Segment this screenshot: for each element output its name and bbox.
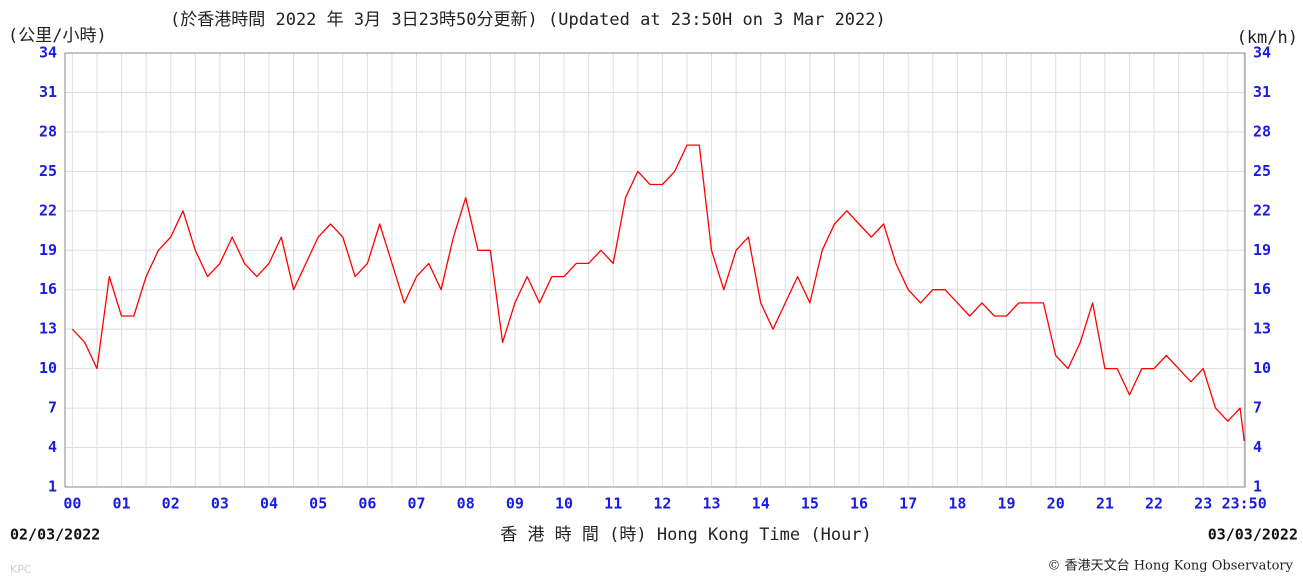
x-tick-label: 05 bbox=[309, 495, 327, 513]
plot-border bbox=[64, 52, 1246, 488]
plot-area bbox=[65, 53, 1245, 487]
y-tick-label-right: 31 bbox=[1253, 83, 1271, 101]
y-tick-label: 19 bbox=[39, 241, 57, 259]
end-date: 03/03/2022 bbox=[1208, 526, 1298, 544]
y-tick-label-right: 4 bbox=[1253, 438, 1262, 456]
y-tick-label-right: 28 bbox=[1253, 122, 1271, 140]
x-tick-label: 10 bbox=[555, 495, 573, 513]
x-tick-label: 13 bbox=[703, 495, 721, 513]
y-tick-label: 4 bbox=[48, 438, 57, 456]
y-tick-label-right: 7 bbox=[1253, 399, 1262, 417]
corner-code: KPC bbox=[10, 563, 32, 576]
y-label-right: (km/h) bbox=[1237, 28, 1298, 48]
start-date: 02/03/2022 bbox=[10, 526, 100, 544]
y-tick-label: 34 bbox=[39, 44, 57, 62]
y-tick-label-right: 25 bbox=[1253, 162, 1271, 180]
y-tick-label-right: 13 bbox=[1253, 320, 1271, 338]
y-label-left: (公里/小時) bbox=[8, 26, 107, 46]
x-tick-label: 18 bbox=[948, 495, 966, 513]
x-tick-label: 06 bbox=[358, 495, 376, 513]
y-tick-label-right: 19 bbox=[1253, 241, 1271, 259]
x-tick-label: 12 bbox=[653, 495, 671, 513]
x-tick-label: 21 bbox=[1096, 495, 1114, 513]
data-line bbox=[71, 144, 1245, 442]
x-tick-label: 02 bbox=[162, 495, 180, 513]
chart-title: (於香港時間 2022 年 3月 3日23時50分更新) (Updated at… bbox=[170, 10, 886, 30]
x-tick-label: 03 bbox=[211, 495, 229, 513]
x-tick-label: 14 bbox=[752, 495, 770, 513]
x-tick-label: 09 bbox=[506, 495, 524, 513]
x-tick-label: 08 bbox=[457, 495, 475, 513]
y-tick-label-right: 22 bbox=[1253, 201, 1271, 219]
y-tick-label: 16 bbox=[39, 280, 57, 298]
x-tick-label: 00 bbox=[63, 495, 81, 513]
x-tick-label: 20 bbox=[1047, 495, 1065, 513]
y-tick-label-right: 10 bbox=[1253, 359, 1271, 377]
y-tick-label-right: 34 bbox=[1253, 44, 1271, 62]
y-tick-label: 10 bbox=[39, 359, 57, 377]
x-tick-label: 23:50 bbox=[1222, 495, 1267, 513]
y-tick-label: 7 bbox=[48, 399, 57, 417]
x-tick-label: 04 bbox=[260, 495, 278, 513]
y-tick-label: 25 bbox=[39, 162, 57, 180]
y-tick-label-right: 16 bbox=[1253, 280, 1271, 298]
credit: © 香港天文台 Hong Kong Observatory bbox=[1047, 559, 1293, 574]
x-tick-label: 16 bbox=[850, 495, 868, 513]
x-tick-label: 23 bbox=[1194, 495, 1212, 513]
y-tick-label: 1 bbox=[48, 478, 57, 496]
y-tick-label: 31 bbox=[39, 83, 57, 101]
x-label: 香 港 時 間 (時) Hong Kong Time (Hour) bbox=[500, 525, 872, 545]
x-tick-label: 19 bbox=[998, 495, 1016, 513]
x-tick-label: 17 bbox=[899, 495, 917, 513]
x-tick-label: 15 bbox=[801, 495, 819, 513]
y-tick-label: 13 bbox=[39, 320, 57, 338]
x-tick-label: 01 bbox=[113, 495, 131, 513]
x-tick-label: 11 bbox=[604, 495, 622, 513]
y-tick-label: 22 bbox=[39, 201, 57, 219]
y-tick-label-right: 1 bbox=[1253, 478, 1262, 496]
y-tick-label: 28 bbox=[39, 122, 57, 140]
x-tick-label: 07 bbox=[408, 495, 426, 513]
x-tick-label: 22 bbox=[1145, 495, 1163, 513]
